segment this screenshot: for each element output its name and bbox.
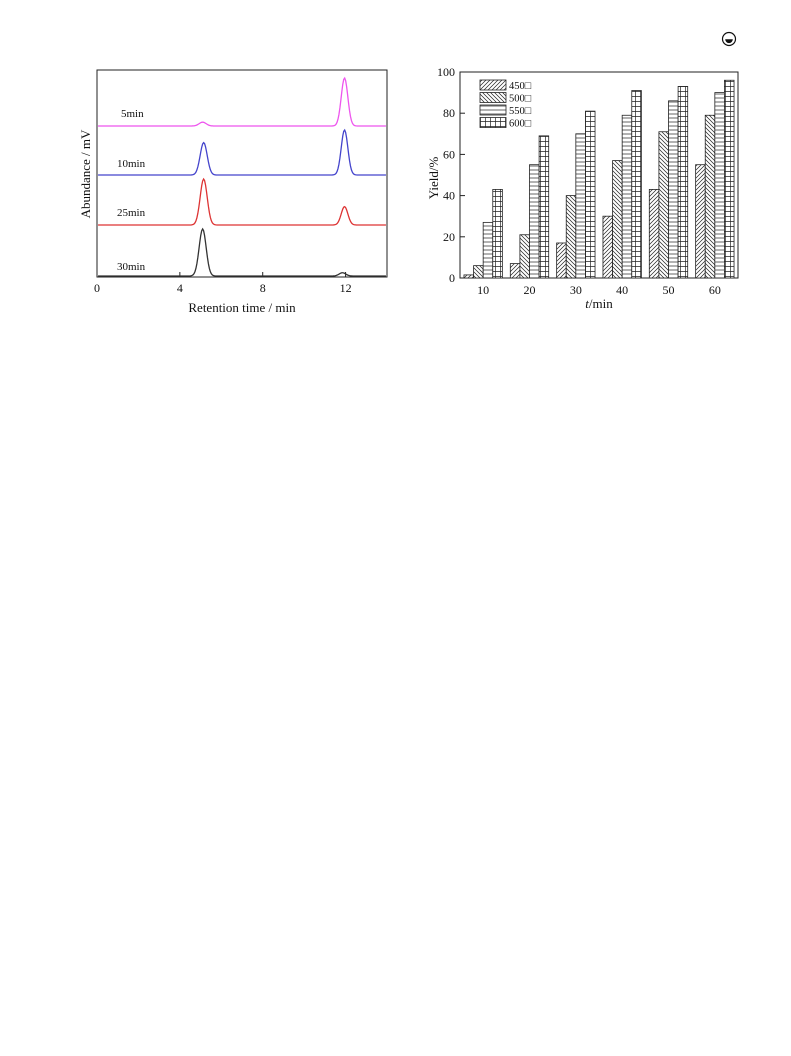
legend-swatch bbox=[479, 92, 507, 103]
bar bbox=[631, 90, 642, 279]
chromatogram-chart: 0 4 8 12 5min 10min 25min 30min Retention time… bbox=[78, 69, 388, 315]
bar bbox=[704, 114, 716, 279]
trace-25min bbox=[98, 177, 386, 226]
y-tick-label: 20 bbox=[443, 230, 455, 244]
trace-label: 10min bbox=[117, 158, 146, 170]
bar bbox=[529, 164, 540, 279]
yield-bar-chart: 0 20 40 60 80 100 10 20 30 40 50 60 450□ 500□550□ 600… bbox=[426, 65, 739, 311]
legend-swatch bbox=[479, 79, 507, 91]
bar bbox=[473, 265, 484, 279]
x-tick-label: 60 bbox=[709, 283, 721, 297]
bar bbox=[556, 242, 567, 279]
bar bbox=[509, 263, 521, 279]
trace-30min bbox=[98, 227, 386, 277]
bar bbox=[575, 133, 586, 279]
y-tick-label: 100 bbox=[437, 65, 455, 79]
x-axis-label: Retention time / min bbox=[188, 300, 296, 315]
bar bbox=[585, 110, 596, 279]
bar bbox=[648, 189, 660, 279]
x-tick-label: 30 bbox=[570, 283, 582, 297]
y-axis-label: Abundance / mV bbox=[78, 129, 93, 218]
legend-label: 450□ bbox=[509, 81, 532, 92]
bar bbox=[602, 215, 613, 279]
x-tick-label: 20 bbox=[524, 283, 536, 297]
circle-dot-icon bbox=[721, 31, 737, 47]
y-tick-label: 60 bbox=[443, 147, 455, 161]
y-tick-label: 40 bbox=[443, 189, 455, 203]
trace-label: 25min bbox=[117, 207, 146, 219]
bar bbox=[612, 160, 623, 279]
bar bbox=[677, 86, 689, 279]
bar bbox=[565, 195, 577, 279]
bar bbox=[724, 79, 735, 279]
y-tick-label: 80 bbox=[443, 106, 455, 120]
legend-label: 550□ bbox=[509, 106, 532, 117]
y-tick-label: 0 bbox=[449, 271, 455, 285]
legend-swatch bbox=[479, 117, 507, 128]
trace-label: 30min bbox=[117, 261, 146, 273]
trace-10min bbox=[98, 128, 386, 176]
bar bbox=[538, 135, 550, 279]
bar bbox=[492, 189, 503, 279]
bar bbox=[482, 221, 494, 279]
bar bbox=[519, 234, 530, 279]
legend-label: 600□ bbox=[509, 119, 532, 130]
bar bbox=[621, 114, 633, 279]
legend-swatch bbox=[479, 104, 507, 116]
trace-label: 5min bbox=[121, 108, 144, 120]
bar bbox=[668, 100, 679, 279]
bar bbox=[695, 164, 706, 279]
legend-label: 500□ bbox=[509, 94, 532, 105]
bar bbox=[658, 131, 669, 279]
x-tick-label: 10 bbox=[477, 283, 489, 297]
x-tick-label: 8 bbox=[260, 281, 266, 295]
x-tick-label: 4 bbox=[177, 281, 183, 295]
bar bbox=[463, 274, 474, 279]
x-tick-label: 12 bbox=[340, 281, 352, 295]
x-tick-label: 0 bbox=[94, 281, 100, 295]
y-axis-label: Yield/% bbox=[426, 157, 441, 200]
x-tick-label: 40 bbox=[616, 283, 628, 297]
bar bbox=[714, 92, 725, 279]
x-axis-label: t/min bbox=[585, 296, 613, 311]
trace-5min bbox=[98, 76, 386, 127]
x-tick-label: 50 bbox=[663, 283, 675, 297]
